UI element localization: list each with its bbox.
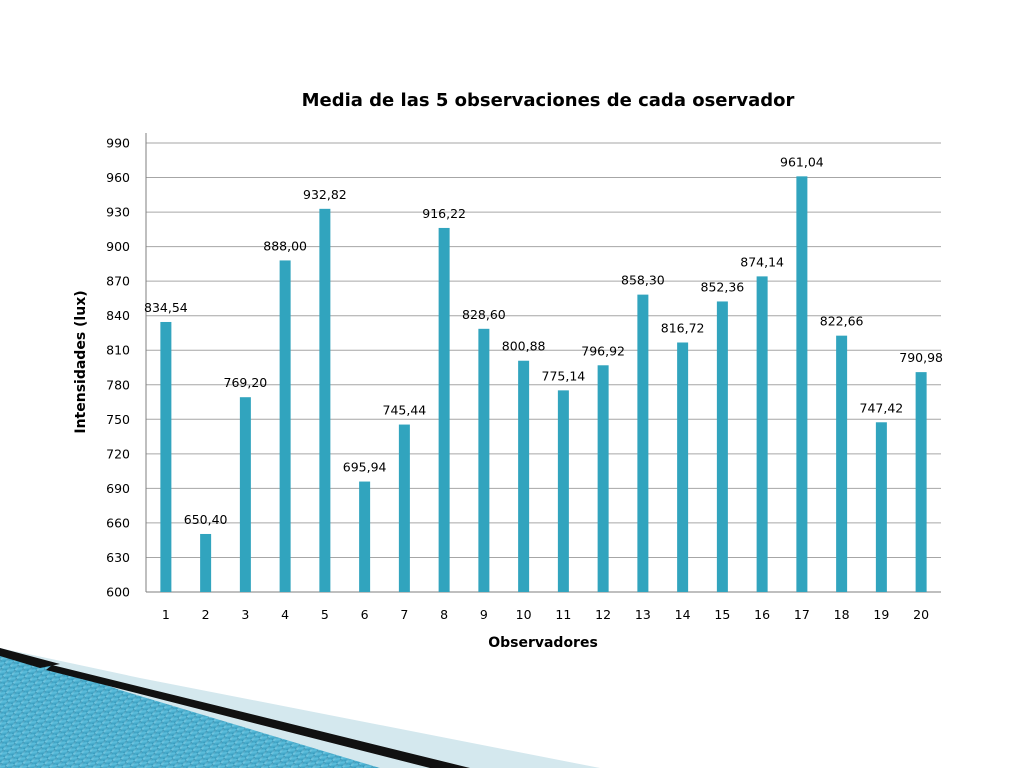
y-tick-label: 630 <box>106 550 130 565</box>
data-label: 775,14 <box>542 368 586 383</box>
x-tick-label: 1 <box>162 607 170 622</box>
data-label: 800,88 <box>502 339 546 354</box>
y-tick-label: 870 <box>106 274 130 289</box>
deco-teal-band <box>0 648 380 768</box>
bar <box>438 227 450 592</box>
bar <box>200 533 212 592</box>
data-label: 650,40 <box>184 512 228 527</box>
y-tick-label: 750 <box>106 412 130 427</box>
bar <box>279 260 291 592</box>
y-tick-label: 900 <box>106 239 130 254</box>
x-tick-label: 19 <box>873 607 889 622</box>
deco-black-stripe <box>46 665 470 768</box>
bar <box>796 176 808 592</box>
bar <box>915 372 927 592</box>
x-tick-label: 12 <box>595 607 611 622</box>
data-label: 961,04 <box>780 154 824 169</box>
x-tick-label: 7 <box>400 607 408 622</box>
data-label: 858,30 <box>621 273 665 288</box>
chart-title: Media de las 5 observaciones de cada ose… <box>302 90 795 111</box>
y-tick-label: 720 <box>106 446 130 461</box>
x-tick-label: 3 <box>241 607 249 622</box>
x-tick-label: 20 <box>913 607 929 622</box>
data-label: 932,82 <box>303 187 347 202</box>
bar <box>875 422 887 592</box>
y-tick-label: 930 <box>106 205 130 220</box>
data-label: 745,44 <box>383 403 427 418</box>
data-label: 695,94 <box>343 460 387 475</box>
data-label: 747,42 <box>860 400 904 415</box>
data-label: 828,60 <box>462 307 506 322</box>
y-tick-label: 960 <box>106 170 130 185</box>
x-tick-label: 10 <box>516 607 532 622</box>
y-tick-label: 810 <box>106 343 130 358</box>
plot-area: 6006306606907207507808108408709009309609… <box>106 133 943 622</box>
bar <box>359 481 371 592</box>
bar <box>239 397 251 592</box>
y-tick-label: 780 <box>106 377 130 392</box>
bar <box>398 424 410 592</box>
x-tick-label: 2 <box>202 607 210 622</box>
data-label: 769,20 <box>224 375 268 390</box>
data-label: 790,98 <box>899 350 943 365</box>
y-axis-title: Intensidades (lux) <box>73 290 89 433</box>
bar <box>677 342 689 592</box>
data-label: 796,92 <box>581 343 625 358</box>
data-label: 888,00 <box>263 238 307 253</box>
x-tick-label: 9 <box>480 607 488 622</box>
x-tick-label: 4 <box>281 607 289 622</box>
x-tick-label: 8 <box>440 607 448 622</box>
bar <box>557 390 569 592</box>
data-label: 834,54 <box>144 300 188 315</box>
y-tick-label: 600 <box>106 585 130 600</box>
deco-black-stripe-2 <box>0 648 60 668</box>
x-tick-label: 11 <box>555 607 571 622</box>
data-label: 916,22 <box>422 206 466 221</box>
data-label: 874,14 <box>740 254 784 269</box>
x-tick-label: 17 <box>794 607 810 622</box>
x-tick-label: 16 <box>754 607 770 622</box>
y-tick-label: 690 <box>106 481 130 496</box>
x-axis-title: Observadores <box>488 635 598 651</box>
data-label: 822,66 <box>820 314 864 329</box>
y-tick-label: 660 <box>106 515 130 530</box>
x-tick-label: 5 <box>321 607 329 622</box>
bar <box>597 365 609 592</box>
bar <box>836 335 848 592</box>
bar <box>160 321 172 592</box>
data-label: 852,36 <box>701 279 745 294</box>
bar <box>756 276 768 592</box>
x-tick-label: 6 <box>361 607 369 622</box>
bar <box>637 294 649 592</box>
x-tick-label: 14 <box>675 607 691 622</box>
corner-decoration <box>0 648 600 768</box>
bar <box>319 208 331 592</box>
bar <box>518 360 530 592</box>
bar <box>478 328 490 592</box>
x-tick-label: 15 <box>714 607 730 622</box>
x-tick-label: 18 <box>834 607 850 622</box>
y-tick-label: 840 <box>106 308 130 323</box>
y-tick-label: 990 <box>106 136 130 151</box>
bar <box>716 301 728 592</box>
data-label: 816,72 <box>661 320 705 335</box>
x-tick-label: 13 <box>635 607 651 622</box>
